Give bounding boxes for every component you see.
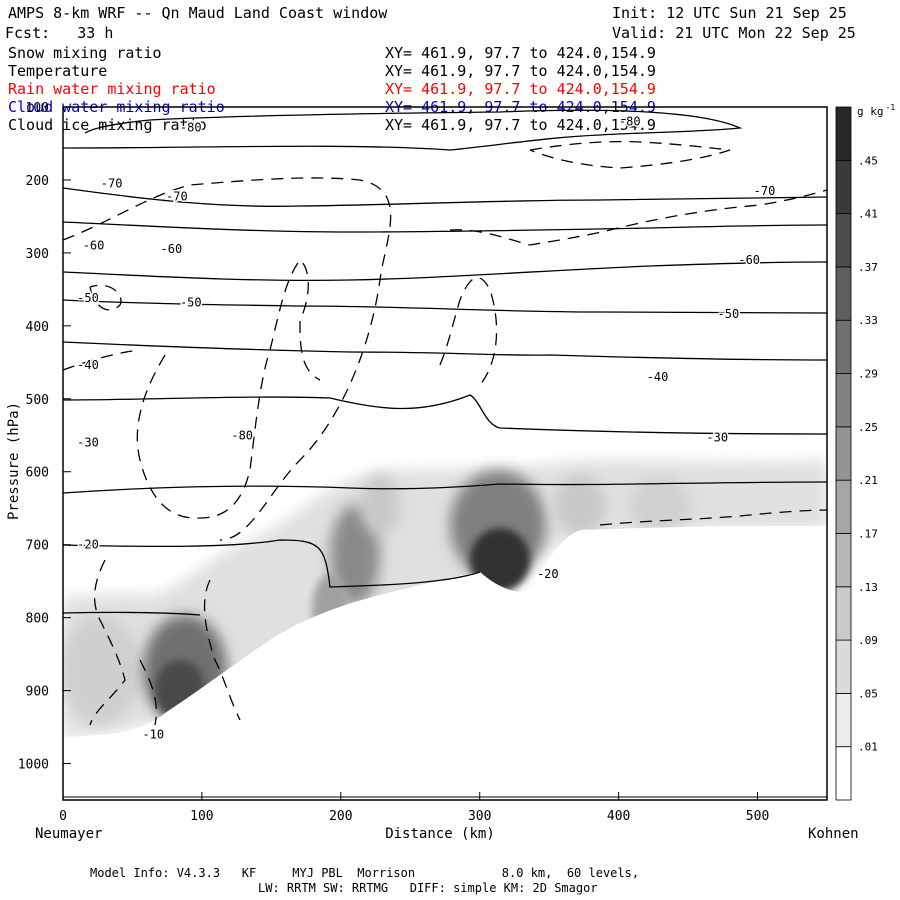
legend-label-snow: Snow mixing ratio (8, 44, 162, 62)
colorbar-swatch (835, 692, 852, 748)
colorbar-swatch (835, 266, 852, 321)
temp-label: -50 (180, 295, 202, 309)
y-tick-label-600: 600 (26, 466, 49, 481)
colorbar-label: .29 (858, 368, 878, 381)
temp-label: -50 (77, 291, 99, 305)
colorbar-swatch (835, 373, 852, 428)
colorbar-label: .45 (858, 154, 878, 167)
x-tick-label-200: 200 (329, 809, 352, 824)
temp-label: -70 (166, 190, 188, 204)
temperature-contours (62, 109, 828, 616)
terrain-mask (63, 526, 827, 800)
x-tick-label-100: 100 (190, 809, 213, 824)
temp-label: -30 (706, 430, 728, 444)
colorbar-label: .01 (858, 741, 878, 754)
x-tick-label-400: 400 (607, 809, 630, 824)
temp-label: -10 (142, 727, 164, 741)
temp-label: -30 (77, 436, 99, 450)
colorbar-swatch (835, 533, 852, 588)
y-tick-label-700: 700 (26, 539, 49, 554)
y-tick-label-400: 400 (26, 320, 49, 335)
y-tick-label-100: 100 (26, 101, 49, 116)
colorbar-label: .37 (858, 261, 878, 274)
colorbar-label: .33 (858, 314, 878, 327)
footer-physics-info: LW: RRTM SW: RRTMG DIFF: simple KM: 2D S… (258, 881, 598, 895)
footer-model-info: Model Info: V4.3.3 KF MYJ PBL Morrison 8… (90, 866, 640, 880)
temp-label: -40 (77, 358, 99, 372)
temp-label: -20 (537, 567, 559, 581)
x-tick-label-300: 300 (468, 809, 491, 824)
y-tick-label-500: 500 (26, 393, 49, 408)
colorbar-swatch (835, 319, 852, 374)
colorbar-label: .21 (858, 474, 878, 487)
left-station-label: Neumayer (35, 826, 102, 842)
colorbar-label: .25 (858, 421, 878, 434)
colorbar-swatch (835, 586, 852, 641)
legend-xy-cloud-ice: XY= 461.9, 97.7 to 424.0,154.9 (385, 116, 656, 134)
y-axis-title: Pressure (hPa) (6, 402, 22, 520)
temperature-labels: -80 -80 -70 -70 -70 -60 -60 -60 -50 -50 -50 -40 -40 -… (76, 113, 777, 743)
init-time: Init: 12 UTC Sun 21 Sep 25 (612, 4, 847, 22)
y-tick-label-1000: 1000 (18, 758, 49, 773)
axes: 100 200 300 400 500 600 700 800 900 1000 0 100 200 30… (18, 101, 770, 824)
legend-label-temperature: Temperature (8, 62, 108, 80)
cloud-ice-contours (62, 140, 828, 726)
legend-label-rain: Rain water mixing ratio (8, 80, 216, 98)
temp-label: -40 (647, 370, 669, 384)
x-tick-label-500: 500 (746, 809, 769, 824)
temp-label: -70 (101, 177, 123, 191)
colorbar-label: .41 (858, 208, 878, 221)
colorbar-unit: g kg -1 (857, 103, 895, 118)
temp-label: -20 (77, 538, 99, 552)
y-tick-label-900: 900 (26, 685, 49, 700)
y-tick-label-200: 200 (26, 174, 49, 189)
temp-label: -60 (738, 253, 760, 267)
legend-xy-snow: XY= 461.9, 97.7 to 424.0,154.9 (385, 44, 656, 62)
colorbar-label: .17 (858, 527, 878, 540)
right-station-label: Kohnen (808, 826, 859, 842)
colorbar-swatch (835, 426, 852, 481)
colorbar-swatch (835, 746, 852, 801)
colorbar-swatch (835, 213, 852, 268)
colorbar-unit-base: g kg (857, 105, 884, 118)
colorbar-unit-exp: -1 (886, 103, 896, 112)
x-tick-label-0: 0 (59, 809, 67, 824)
x-axis-title: Distance (km) (385, 826, 495, 842)
temp-label: -80 (180, 120, 202, 134)
legend-label-cloud-ice: Cloud ice mixing ratio (8, 116, 207, 134)
legend-xy-temperature: XY= 461.9, 97.7 to 424.0,154.9 (385, 62, 656, 80)
temp-label: -50 (718, 307, 740, 321)
temp-label: -80 (619, 115, 641, 129)
colorbar-swatch (835, 106, 852, 161)
colorbar-label: .13 (858, 581, 878, 594)
colorbar-swatch (835, 479, 852, 534)
y-tick-label-300: 300 (26, 247, 49, 262)
chart-title: AMPS 8-km WRF -- Qn Maud Land Coast wind… (8, 4, 388, 22)
temp-label: -60 (161, 242, 183, 256)
temp-label: -70 (754, 184, 776, 198)
forecast-hour: Fcst: 33 h (5, 24, 114, 42)
temp-label: -60 (83, 239, 105, 253)
legend-xy-rain: XY= 461.9, 97.7 to 424.0,154.9 (385, 80, 656, 98)
colorbar-label: .09 (858, 634, 878, 647)
colorbar-swatch (835, 639, 852, 694)
valid-time: Valid: 21 UTC Mon 22 Sep 25 (612, 24, 856, 42)
colorbar-swatch (835, 159, 852, 215)
plot-frame (62, 106, 828, 801)
y-tick-label-800: 800 (26, 612, 49, 627)
colorbar: .01 .05 .09 .13 .17 .21 .25 .29 .33 .37 .41 .45 g kg… (835, 103, 895, 801)
colorbar-label: .05 (858, 687, 878, 700)
temp-label: -80 (231, 428, 253, 442)
